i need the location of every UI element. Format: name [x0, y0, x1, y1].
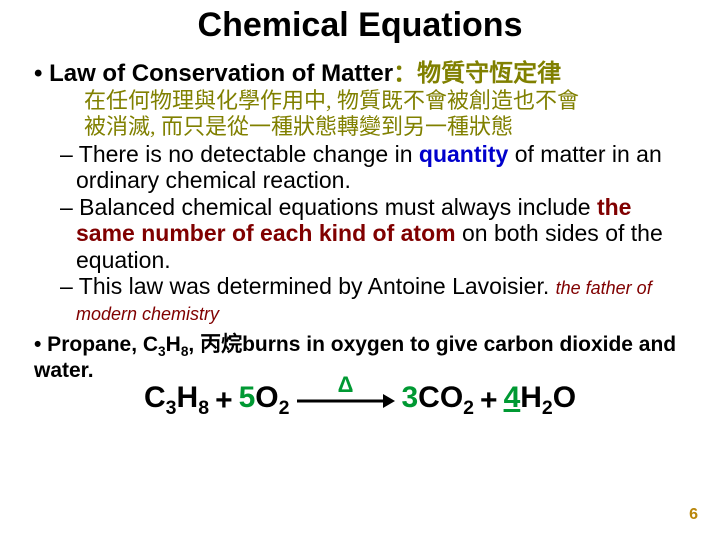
eq-sub8: 8: [198, 397, 209, 419]
eq-coef4: 4: [504, 381, 521, 414]
eq-4h2o: 4H2O: [504, 381, 577, 420]
heading-cn: ：物質守恆定律: [393, 61, 561, 87]
eq-o: O: [255, 381, 278, 414]
propane-bullet: • Propane, C3H8, 丙烷burns in oxygen to gi…: [24, 328, 696, 383]
eq-h: H: [177, 381, 199, 414]
eq-co: CO: [418, 381, 463, 414]
eq-sub3: 3: [166, 397, 177, 419]
eq-coef3: 3: [401, 381, 418, 414]
cn-sub-line1: 在任何物理與化學作用中, 物質既不會被創造也不會: [24, 88, 696, 114]
page-number: 6: [689, 506, 698, 524]
eq-c3h8: C3H8: [144, 381, 209, 420]
chemical-equation: C3H8 + 5O2 Δ 3CO2 + 4H2O: [24, 381, 696, 420]
b2-c: H: [166, 333, 181, 356]
delta-symbol: Δ: [338, 372, 354, 398]
eq-3co2: 3CO2: [401, 381, 474, 420]
eq-coef5: 5: [239, 381, 256, 414]
eq-sub2a: 2: [279, 397, 290, 419]
eq-plus1: +: [215, 384, 233, 418]
dash1-a: – There is no detectable change in: [60, 141, 419, 167]
eq-5o2: 5O2: [239, 381, 290, 420]
eq-o2: O: [553, 381, 576, 414]
reaction-arrow: Δ: [295, 390, 395, 412]
dash-item-2: – Balanced chemical equations must alway…: [40, 194, 696, 273]
law-heading: • Law of Conservation of Matter：物質守恆定律: [24, 53, 696, 88]
eq-h2: H: [520, 381, 542, 414]
heading-text: • Law of Conservation of Matter: [34, 60, 393, 87]
b2-a: • Propane, C: [34, 333, 158, 356]
dash2-a: – Balanced chemical equations must alway…: [60, 194, 597, 220]
cn-sub-line2: 被消滅, 而只是從一種狀態轉變到另一種狀態: [24, 114, 696, 140]
b2-sub3: 3: [158, 344, 166, 359]
dash-item-1: – There is no detectable change in quant…: [40, 141, 696, 194]
dash1-b: quantity: [419, 141, 508, 167]
eq-sub2c: 2: [542, 397, 553, 419]
dash3-a: – This law was determined by Antoine Lav…: [60, 273, 556, 299]
eq-plus2: +: [480, 384, 498, 418]
eq-c: C: [144, 381, 166, 414]
slide-title: Chemical Equations: [24, 6, 696, 45]
dash-item-3: – This law was determined by Antoine Lav…: [40, 273, 696, 326]
eq-sub2b: 2: [463, 397, 474, 419]
